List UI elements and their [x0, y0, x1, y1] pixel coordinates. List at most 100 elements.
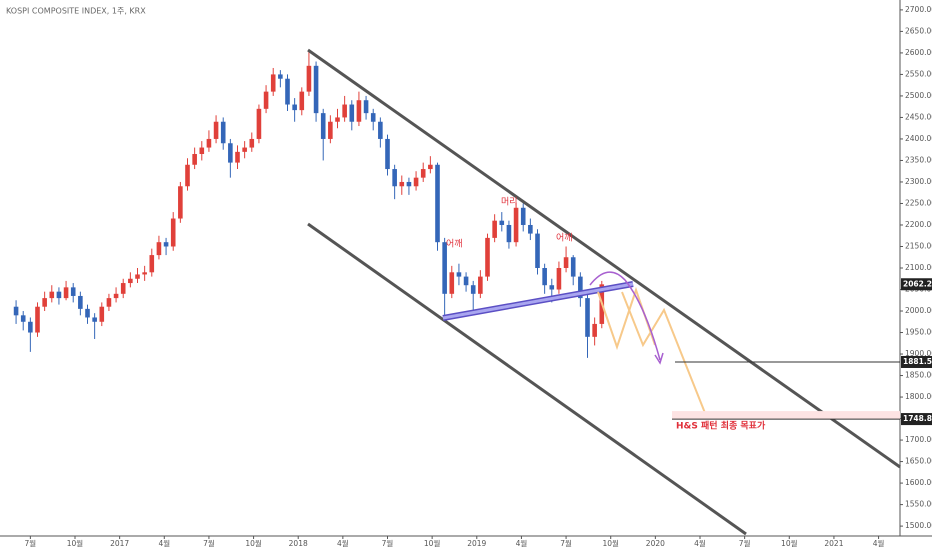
y-tick-label: 2600.00: [905, 48, 932, 57]
x-tick-label: 2019: [467, 539, 486, 548]
y-tick-label: 2100.00: [905, 263, 932, 272]
y-tick-label: 2550.00: [905, 69, 932, 78]
x-tick-label: 2017: [110, 539, 129, 548]
candle-body: [149, 255, 155, 273]
annotation-label: 머리: [501, 197, 518, 208]
y-tick-label: 1900.00: [905, 349, 932, 358]
candle-body: [142, 272, 147, 275]
y-tick-label: 2000.00: [905, 306, 932, 315]
candle-body: [428, 164, 433, 170]
x-tick-label: 10월: [781, 538, 798, 548]
price-tag: [901, 278, 932, 291]
y-tick-label: 2200.00: [905, 220, 932, 229]
candle-body: [78, 295, 83, 309]
candle-body: [442, 242, 447, 294]
channel-lower: [307, 222, 747, 536]
x-tick-label: 10월: [424, 538, 441, 548]
x-tick-label: 2021: [824, 539, 843, 548]
candle-body: [406, 181, 412, 187]
candle-body: [385, 138, 390, 170]
candle-body: [570, 257, 576, 277]
candle-body: [285, 78, 290, 105]
x-tick-label: 10월: [67, 538, 84, 548]
candle-body: [378, 121, 383, 139]
candle-body: [85, 308, 90, 318]
candle-body: [292, 104, 297, 111]
y-tick-label: 2450.00: [905, 112, 932, 121]
y-tick-label: 2500.00: [905, 91, 932, 100]
candle-body: [99, 306, 105, 322]
candle-body: [249, 138, 255, 148]
candle-body: [370, 113, 376, 122]
x-tick-label: 7월: [560, 538, 572, 548]
x-tick-label: 2020: [646, 539, 665, 548]
candle-body: [513, 207, 519, 243]
candle-body: [456, 272, 462, 277]
neckline: [442, 282, 634, 320]
y-tick-label: 1950.00: [905, 328, 932, 337]
y-tick-label: 2400.00: [905, 134, 932, 143]
x-tick-label: 4월: [158, 538, 170, 548]
marks: [13, 49, 605, 358]
candle-body: [449, 272, 455, 294]
y-tick-label: 1650.00: [905, 457, 932, 466]
candle-body: [28, 321, 33, 333]
candle-body: [13, 306, 19, 316]
x-tick-label: 4월: [873, 538, 885, 548]
y-tick-label: 1550.00: [905, 500, 932, 509]
candle-body: [92, 317, 97, 322]
x-tick-label: 4월: [694, 538, 706, 548]
candle-body: [328, 121, 333, 139]
candle-body: [49, 291, 55, 299]
price-tag-label: 2062.22: [903, 279, 932, 288]
candle-body: [535, 233, 540, 268]
x-tick-label: 7월: [25, 538, 37, 548]
candle-body: [556, 268, 562, 290]
y-tick-label: 2700.00: [905, 5, 932, 14]
y-tick-label: 1800.00: [905, 392, 932, 401]
target-zone: [672, 411, 900, 420]
candle-body: [585, 298, 590, 337]
x-tick-label: 7월: [203, 538, 215, 548]
price-tag: [901, 355, 932, 368]
y-tick-label: 1850.00: [905, 371, 932, 380]
candle-body: [63, 287, 69, 299]
candle-body: [463, 276, 469, 286]
candle-body: [228, 143, 233, 163]
candle-body: [199, 147, 205, 155]
x-tick-label: 2018: [289, 539, 308, 548]
candle-body: [470, 285, 476, 294]
arrow-head: [654, 352, 664, 365]
candle-body: [520, 207, 526, 225]
candle-body: [163, 242, 169, 247]
candle-body: [320, 113, 326, 139]
candle-body: [313, 65, 319, 114]
candle-body: [70, 287, 76, 296]
candle-body: [335, 117, 340, 122]
candle-body: [256, 108, 262, 139]
candle-body: [563, 257, 569, 268]
candle-body: [156, 242, 162, 256]
candle-body: [213, 121, 219, 139]
candle-body: [113, 293, 119, 299]
y-tick-label: 2150.00: [905, 241, 932, 250]
candle-body: [356, 100, 362, 122]
y-tick-label: 2350.00: [905, 155, 932, 164]
candle-body: [506, 224, 512, 243]
candle-body: [270, 74, 276, 92]
candle-body: [578, 276, 583, 299]
annotation-label: 어깨: [446, 238, 463, 250]
candle-body: [528, 224, 533, 234]
chart-title: KOSPI COMPOSITE INDEX, 1주, KRX: [6, 7, 146, 16]
candle-body: [106, 298, 112, 307]
candle-body: [392, 169, 397, 187]
candle-body: [135, 274, 140, 279]
price-tag-label: 1748.80: [903, 414, 932, 423]
y-tick-label: 1700.00: [905, 435, 932, 444]
x-tick-label: 4월: [337, 538, 349, 548]
x-tick-label: 7월: [739, 538, 751, 548]
candle-body: [192, 154, 197, 165]
candle-body: [235, 151, 240, 163]
